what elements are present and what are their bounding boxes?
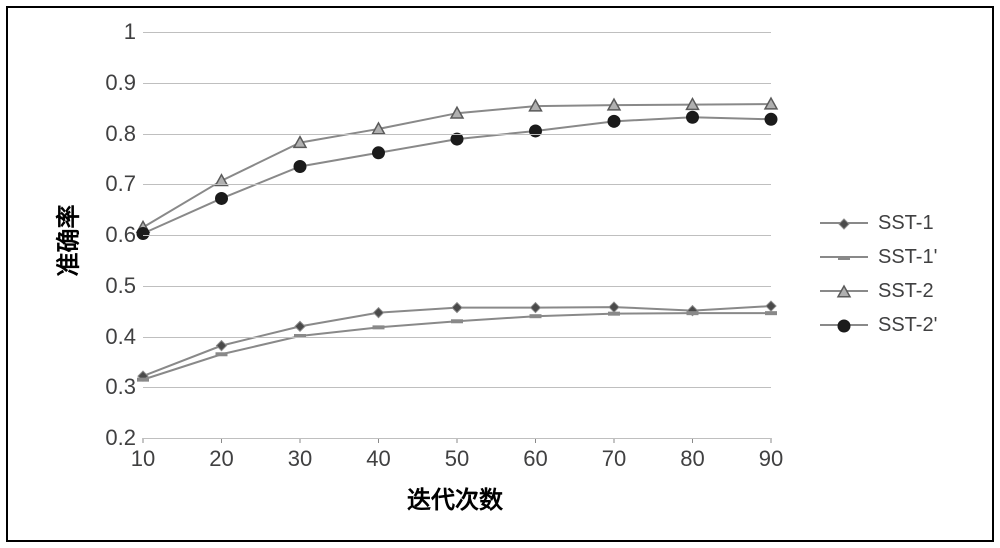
legend-line [820, 222, 868, 224]
x-tick-label: 30 [280, 446, 320, 472]
legend-line [820, 324, 868, 326]
series-marker [452, 303, 462, 313]
plot-area [143, 32, 771, 438]
series-marker [608, 115, 620, 127]
legend-item: SST-2 [820, 274, 937, 308]
x-tick-label: 90 [751, 446, 791, 472]
x-tick-label: 80 [673, 446, 713, 472]
y-tick-label: 1 [88, 19, 136, 45]
x-tick-label: 60 [516, 446, 556, 472]
series-marker [530, 314, 542, 318]
gridline [143, 337, 771, 338]
series-marker [373, 147, 385, 159]
series-marker [687, 311, 699, 315]
series-marker [766, 301, 776, 311]
y-tick-label: 0.6 [88, 222, 136, 248]
x-tick-label: 10 [123, 446, 163, 472]
legend-marker-diamond-icon [836, 216, 852, 232]
series-marker [373, 325, 385, 329]
y-tick-label: 0.7 [88, 171, 136, 197]
y-tick-label: 0.8 [88, 121, 136, 147]
legend-marker-triangle-icon [836, 284, 852, 300]
legend-line [820, 290, 868, 292]
legend-item: SST-2' [820, 308, 937, 342]
legend-marker-dash-icon [836, 250, 852, 266]
legend-line [820, 256, 868, 258]
series-marker [531, 303, 541, 313]
legend: SST-1 SST-1' SST-2 SST-2' [820, 206, 937, 342]
y-tick-label: 0.4 [88, 324, 136, 350]
legend-label: SST-2 [878, 280, 934, 303]
x-tick-label: 40 [359, 446, 399, 472]
series-marker [687, 111, 699, 123]
series-marker [294, 160, 306, 172]
series-marker [137, 378, 149, 382]
x-axis-title: 迭代次数 [407, 480, 503, 515]
series-marker [216, 192, 228, 204]
legend-label: SST-1 [878, 212, 934, 235]
legend-item: SST-1 [820, 206, 937, 240]
legend-item: SST-1' [820, 240, 937, 274]
y-axis-title: 准确率 [49, 205, 84, 277]
legend-marker-circle-icon [836, 318, 852, 334]
series-marker [137, 227, 149, 239]
series-marker [530, 125, 542, 137]
gridline [143, 387, 771, 388]
series-marker [217, 341, 227, 351]
x-tick-label: 50 [437, 446, 477, 472]
series-line [143, 104, 771, 227]
series-marker [451, 319, 463, 323]
series-marker [608, 312, 620, 316]
series-marker [451, 133, 463, 145]
y-tick-label: 0.9 [88, 70, 136, 96]
series-marker [374, 308, 384, 318]
gridline [143, 235, 771, 236]
x-tick-label: 70 [594, 446, 634, 472]
series-marker [765, 113, 777, 125]
gridline [143, 184, 771, 185]
series-marker [765, 311, 777, 315]
legend-label: SST-2' [878, 314, 937, 337]
gridline [143, 286, 771, 287]
gridline [143, 32, 771, 33]
y-tick-label: 0.5 [88, 273, 136, 299]
legend-label: SST-1' [878, 246, 937, 269]
gridline [143, 438, 771, 439]
x-tick-label: 20 [202, 446, 242, 472]
series-marker [216, 352, 228, 356]
series-marker [609, 302, 619, 312]
gridline [143, 134, 771, 135]
series-marker [295, 321, 305, 331]
chart-frame: 准确率 迭代次数 SST-1SST-1'SST-2SST-2' 0.20.30.… [6, 6, 994, 542]
series-line [143, 306, 771, 376]
gridline [143, 83, 771, 84]
y-tick-label: 0.3 [88, 374, 136, 400]
